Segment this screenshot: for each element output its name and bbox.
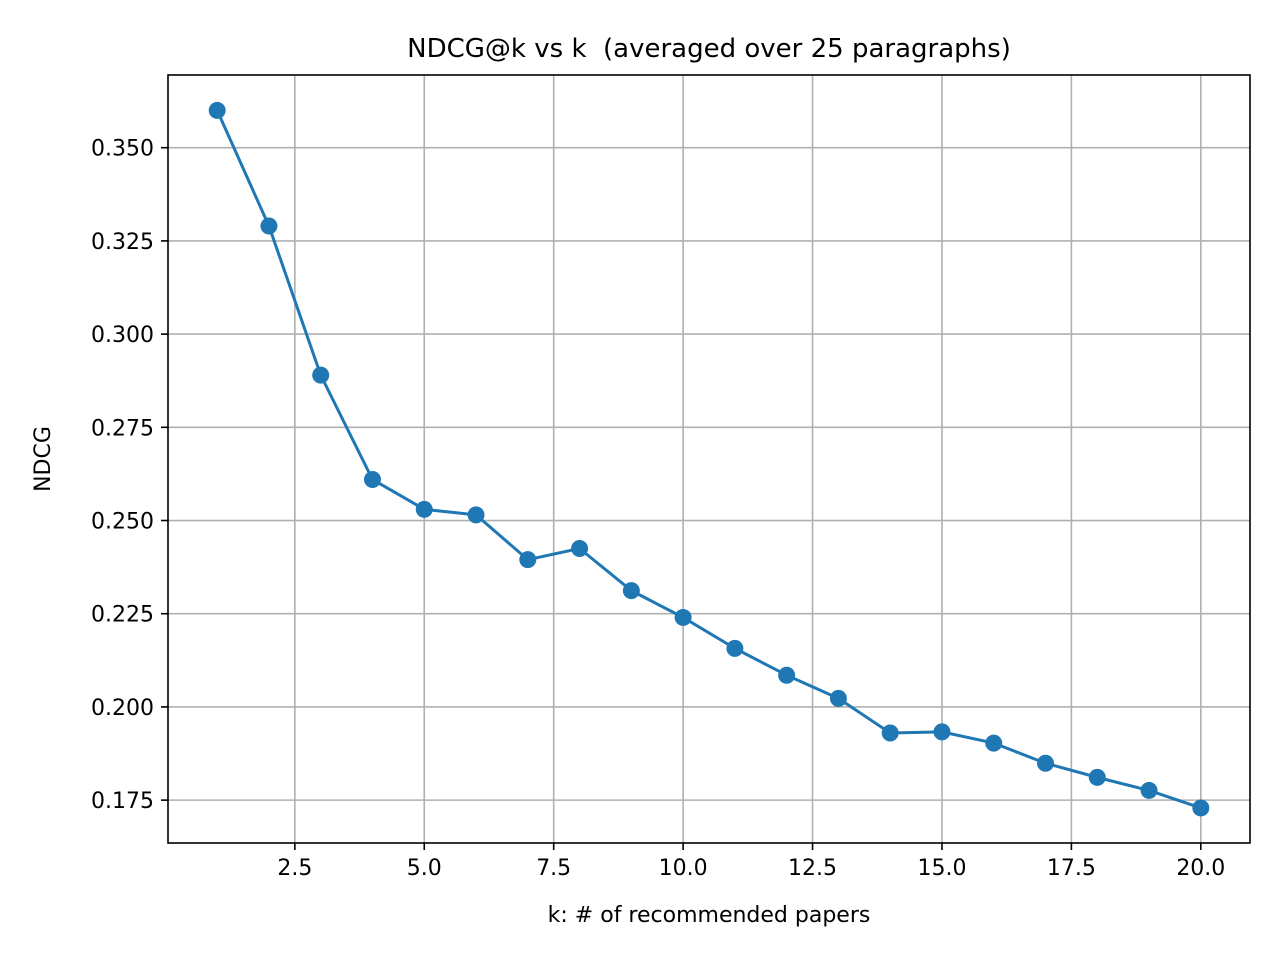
x-tick-label: 17.5: [1047, 856, 1096, 881]
ndcg-data-point: [881, 724, 899, 742]
series-layer: [208, 101, 1210, 817]
ndcg-data-point: [571, 539, 589, 557]
ndcg-data-point: [985, 734, 1003, 752]
y-tick-label: 0.225: [91, 603, 154, 628]
ndcg-data-point: [1140, 781, 1158, 799]
plot-area-frame: [167, 74, 1251, 844]
x-tick-label: 7.5: [536, 856, 571, 881]
x-tick-label: 10.0: [659, 856, 708, 881]
ndcg-data-point: [622, 582, 640, 600]
chart-title: NDCG@k vs k (averaged over 25 paragraphs…: [407, 34, 1011, 64]
ndcg-data-point: [519, 551, 537, 569]
y-axis-label: NDCG: [31, 426, 56, 492]
x-axis-label: k: # of recommended papers: [548, 903, 871, 928]
y-tick-label: 0.300: [91, 323, 154, 348]
y-tick-label: 0.200: [91, 696, 154, 721]
y-tick-label: 0.175: [91, 789, 154, 814]
ndcg-data-point: [1088, 768, 1106, 786]
ndcg-data-point: [778, 666, 796, 684]
x-tick-label: 20.0: [1176, 856, 1225, 881]
ndcg-data-point: [933, 723, 951, 741]
ndcg-data-point: [312, 366, 330, 384]
ndcg-data-point: [1192, 799, 1210, 817]
y-tick-label: 0.325: [91, 230, 154, 255]
ndcg-data-point: [726, 639, 744, 657]
ndcg-data-point: [260, 217, 278, 235]
ndcg-data-point: [415, 500, 433, 518]
x-tick-label: 5.0: [407, 856, 442, 881]
tick-layer: 2.5 5.0 7.5 10.0 12.5 15.0 17.5 20.0 0.175 0.200 0…: [91, 137, 1225, 881]
x-tick-label: 15.0: [917, 856, 966, 881]
x-tick-label: 2.5: [277, 856, 312, 881]
grid-layer: [168, 75, 1250, 843]
y-tick-label: 0.350: [91, 137, 154, 162]
y-tick-label: 0.250: [91, 510, 154, 535]
ndcg-series-line: [215, 108, 1203, 810]
ndcg-data-point: [363, 471, 381, 489]
ndcg-data-point: [674, 608, 692, 626]
ndcg-data-point: [208, 101, 226, 119]
y-tick-label: 0.275: [91, 416, 154, 441]
ndcg-data-point: [1037, 754, 1055, 772]
x-tick-label: 12.5: [788, 856, 837, 881]
ndcg-data-point: [467, 506, 485, 524]
ndcg-data-point: [829, 689, 847, 707]
